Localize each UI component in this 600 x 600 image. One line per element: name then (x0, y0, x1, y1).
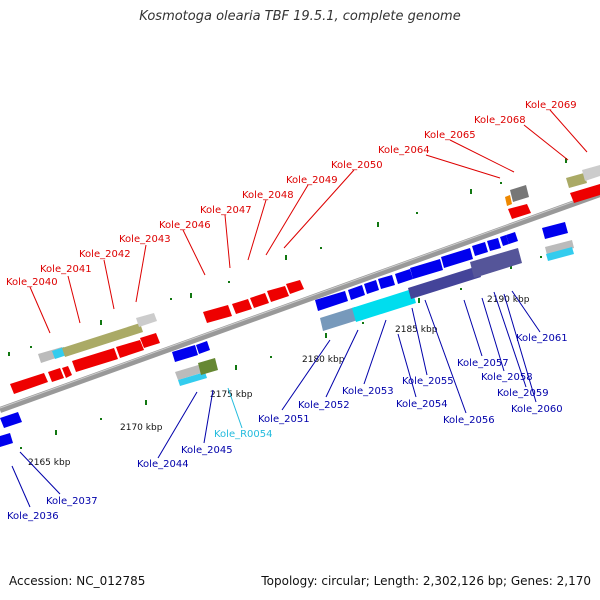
gene-label: Kole_2047 (200, 205, 252, 216)
scale-label: 2185 kbp (395, 325, 438, 335)
ticks-upper (8, 158, 567, 356)
scale-label: 2175 kbp (210, 390, 253, 400)
gene-label: Kole_2046 (159, 220, 211, 231)
gene-arrow (172, 345, 198, 362)
gene-label: Kole_2054 (396, 399, 448, 410)
topology-text: Topology: circular; Length: 2,302,126 bp… (261, 574, 591, 588)
scale-label: 2165 kbp (28, 458, 71, 468)
gene-label: Kole_2043 (119, 234, 171, 245)
rna-bar (198, 358, 218, 375)
gene-arrow (441, 248, 473, 268)
reverse-gene-labels: Kole_2036 Kole_2037 Kole_2044 Kole_2045 … (7, 290, 568, 522)
gene-arrow (506, 232, 518, 244)
gene-arrow (364, 280, 379, 294)
scale-label: 2190 kbp (487, 295, 530, 305)
gene-label: Kole_2064 (378, 145, 430, 156)
gene-label: Kole_2052 (298, 400, 350, 411)
gene-label: Kole_2056 (443, 415, 495, 426)
gene-arrow (0, 433, 13, 447)
scale-label: 2180 kbp (302, 355, 345, 365)
gene-arrow (286, 280, 304, 294)
gene-arrow (203, 305, 232, 323)
gene-arrow (315, 291, 348, 311)
gene-arrow (542, 222, 568, 239)
gene-label: Kole_2069 (525, 100, 577, 111)
gene-block (505, 195, 512, 206)
gene-label: Kole_2044 (137, 459, 189, 470)
rna-bar (470, 248, 522, 278)
gene-arrow (395, 269, 413, 284)
rna-bar (178, 372, 207, 386)
gene-arrow (487, 238, 501, 251)
rna-bar (545, 240, 574, 255)
gene-label: Kole_2050 (331, 160, 383, 171)
gene-label: Kole_2040 (6, 277, 58, 288)
gene-arrow (62, 366, 72, 378)
gene-arrow (472, 242, 488, 256)
gene-arrow (116, 340, 144, 358)
gene-arrow (48, 368, 64, 382)
gene-label: Kole_2058 (481, 372, 533, 383)
scale-labels: 2165 kbp 2170 kbp 2175 kbp 2180 kbp 2185… (28, 295, 530, 468)
gene-arrow (10, 373, 48, 394)
gene-arrow (232, 299, 252, 314)
rna-bar (546, 247, 574, 261)
gene-arrow (250, 293, 269, 308)
accession-text: Accession: NC_012785 (9, 574, 146, 588)
gene-arrow (0, 412, 22, 428)
ticks-lower (20, 256, 542, 449)
gene-label: Kole_2037 (46, 496, 98, 507)
gene-label: Kole_2036 (7, 511, 59, 522)
gene-label: Kole_2060 (511, 404, 563, 415)
gene-label: Kole_2057 (457, 358, 509, 369)
gene-label: Kole_2051 (258, 414, 310, 425)
gene-label: Kole_2055 (402, 376, 454, 387)
gene-arrow (140, 333, 160, 348)
gene-arrow (267, 286, 289, 302)
gene-label: Kole_2041 (40, 264, 92, 275)
gene-arrow (500, 235, 509, 246)
scale-label: 2170 kbp (120, 423, 163, 433)
gene-label: Kole_R0054 (214, 429, 273, 440)
rna-gene-labels: Kole_R0054 (214, 387, 273, 440)
gene-block (510, 185, 529, 202)
gene-arrow (508, 204, 531, 219)
reverse-features (0, 222, 574, 447)
genome-title: Kosmotoga olearia TBF 19.5.1, complete g… (139, 9, 461, 24)
gene-arrow (196, 341, 210, 354)
gene-arrow (72, 348, 118, 372)
gene-label: Kole_2059 (497, 388, 549, 399)
gene-block (582, 165, 600, 181)
gene-label: Kole_2068 (474, 115, 526, 126)
gene-label: Kole_2049 (286, 175, 338, 186)
gene-label: Kole_2045 (181, 445, 233, 456)
gene-arrow (570, 184, 600, 203)
rna-bar (136, 313, 157, 327)
gene-arrow (410, 259, 443, 279)
gene-block (566, 173, 587, 188)
gene-arrow (378, 275, 395, 289)
gene-label: Kole_2053 (342, 386, 394, 397)
rna-bar (352, 289, 416, 322)
forward-features (10, 165, 600, 394)
rna-bar (320, 307, 358, 331)
rna-bar (408, 266, 481, 299)
gene-label: Kole_2061 (516, 333, 568, 344)
rna-bar (62, 323, 143, 357)
genome-axis (0, 191, 600, 413)
gene-label: Kole_2042 (79, 249, 131, 260)
gene-label: Kole_2048 (242, 190, 294, 201)
gene-arrow (348, 285, 365, 300)
gene-label: Kole_2065 (424, 130, 476, 141)
forward-gene-labels: Kole_2040 Kole_2041 Kole_2042 Kole_2043 … (6, 100, 588, 334)
